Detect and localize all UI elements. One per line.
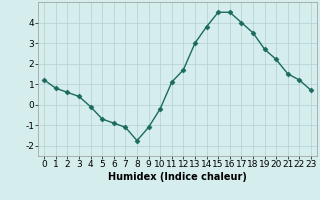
X-axis label: Humidex (Indice chaleur): Humidex (Indice chaleur) xyxy=(108,172,247,182)
